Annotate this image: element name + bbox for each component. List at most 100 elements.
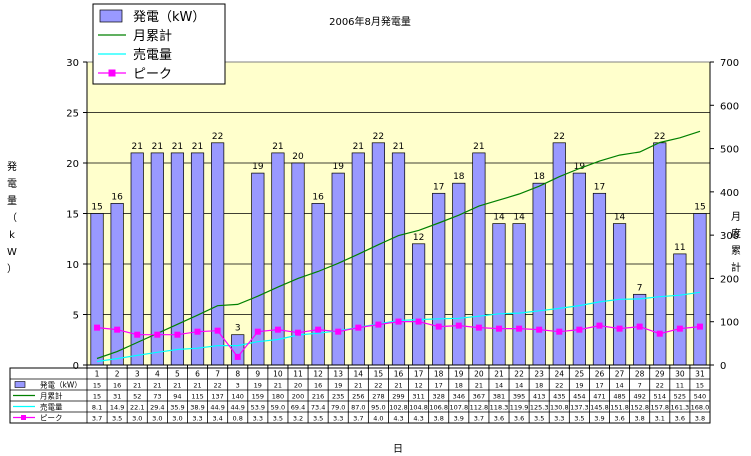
bar-data-label: 15 — [694, 203, 705, 213]
table-cell: 125.3 — [530, 404, 549, 412]
bar-data-label: 22 — [373, 132, 384, 142]
table-cell: 95.0 — [371, 404, 385, 412]
table-cell: 3.6 — [614, 415, 624, 423]
peak-marker — [114, 326, 121, 333]
bar-data-label: 21 — [132, 142, 143, 152]
table-cell: 87.0 — [351, 404, 365, 412]
table-cell: 8.1 — [92, 404, 102, 412]
y-left-tick-label: 5 — [73, 311, 79, 322]
table-cell: 15 — [93, 393, 101, 401]
table-cell: 104.8 — [409, 404, 428, 412]
table-cell: 21 — [354, 382, 362, 390]
table-cell: 159 — [252, 393, 264, 401]
table-cell: 17 — [435, 382, 443, 390]
table-row-label: 売電量 — [40, 402, 63, 412]
y-right-title-char: 度 — [731, 227, 741, 240]
y-left-title-char: k — [9, 230, 15, 241]
y-right-tick-label: 600 — [720, 101, 739, 112]
x-tick-label: 13 — [333, 370, 343, 379]
x-tick-label: 2 — [115, 370, 120, 379]
table-cell: 22 — [213, 382, 221, 390]
table-cell: 14 — [615, 382, 623, 390]
bar-data-label: 19 — [252, 162, 264, 172]
y-left-tick-label: 0 — [73, 361, 79, 372]
y-left-title-char: ） — [7, 263, 17, 275]
x-tick-label: 4 — [155, 370, 160, 379]
peak-marker — [134, 331, 141, 338]
peak-marker — [295, 329, 302, 336]
table-cell: 161.3 — [671, 404, 690, 412]
table-cell: 3.3 — [554, 415, 564, 423]
bar-day-30 — [673, 253, 687, 366]
table-cell: 180 — [272, 393, 284, 401]
peak-marker — [596, 322, 603, 329]
bar-day-12 — [311, 203, 325, 366]
table-cell: 485 — [613, 393, 625, 401]
table-cell: 3.6 — [675, 415, 685, 423]
peak-marker — [395, 318, 402, 325]
table-cell: 200 — [292, 393, 304, 401]
table-cell: 16 — [314, 382, 322, 390]
y-right-tick-label: 700 — [720, 58, 739, 69]
table-cell: 44.9 — [230, 404, 244, 412]
peak-marker — [576, 326, 583, 333]
peak-marker — [274, 326, 281, 333]
x-tick-label: 29 — [655, 370, 665, 379]
peak-marker — [234, 353, 241, 360]
bar-day-25 — [572, 172, 586, 366]
bar-data-label: 21 — [192, 142, 203, 152]
y-right-tick-label: 200 — [720, 274, 739, 285]
bar-data-label: 22 — [554, 132, 565, 142]
bar-data-label: 18 — [533, 172, 545, 182]
table-cell: 53.9 — [251, 404, 265, 412]
table-cell: 102.8 — [389, 404, 408, 412]
table-row-label: 発電（kW） — [40, 381, 82, 390]
table-cell: 15 — [93, 382, 101, 390]
table-cell: 3 — [236, 382, 240, 390]
table-cell: 16 — [113, 382, 121, 390]
bar-data-label: 3 — [235, 324, 241, 334]
bar-data-label: 21 — [393, 142, 404, 152]
x-tick-label: 3 — [135, 370, 140, 379]
x-tick-label: 25 — [575, 370, 585, 379]
table-cell: 381 — [493, 393, 505, 401]
table-cell: 140 — [232, 393, 244, 401]
table-cell: 435 — [553, 393, 565, 401]
peak-marker — [315, 326, 322, 333]
chart-title: 2006年8月発電量 — [329, 15, 411, 28]
table-cell: 21 — [475, 382, 483, 390]
table-cell: 118.3 — [490, 404, 509, 412]
peak-marker — [254, 328, 261, 335]
x-axis-title: 日 — [393, 444, 403, 455]
bar-day-15 — [371, 142, 385, 366]
x-tick-label: 20 — [474, 370, 484, 379]
y-left-title-char: （ — [7, 212, 17, 224]
bar-day-17 — [412, 243, 426, 366]
table-cell: 3.8 — [434, 415, 444, 423]
table-cell: 38.9 — [190, 404, 204, 412]
bar-day-26 — [592, 192, 607, 366]
bar-data-label: 22 — [212, 132, 223, 142]
table-cell: 22.1 — [130, 404, 144, 412]
bar-data-label: 21 — [172, 142, 183, 152]
bar-day-16 — [391, 152, 406, 366]
bar-data-label: 14 — [513, 213, 525, 223]
table-cell: 278 — [372, 393, 384, 401]
table-cell: 454 — [573, 393, 585, 401]
table-cell: 137.3 — [570, 404, 589, 412]
peak-marker — [636, 323, 643, 330]
bar-data-label: 17 — [594, 182, 605, 192]
x-tick-label: 15 — [374, 370, 384, 379]
table-cell: 216 — [312, 393, 324, 401]
peak-marker — [455, 322, 462, 329]
x-tick-label: 21 — [494, 370, 504, 379]
bar-day-20 — [472, 152, 486, 366]
table-cell: 106.8 — [429, 404, 448, 412]
table-cell: 3.5 — [534, 415, 544, 423]
table-cell: 4.0 — [373, 415, 383, 423]
peak-marker — [696, 323, 703, 330]
table-cell: 94 — [173, 393, 181, 401]
legend-key-bar — [99, 9, 123, 23]
table-cell: 168.0 — [691, 404, 710, 412]
bar-data-label: 15 — [91, 203, 102, 213]
